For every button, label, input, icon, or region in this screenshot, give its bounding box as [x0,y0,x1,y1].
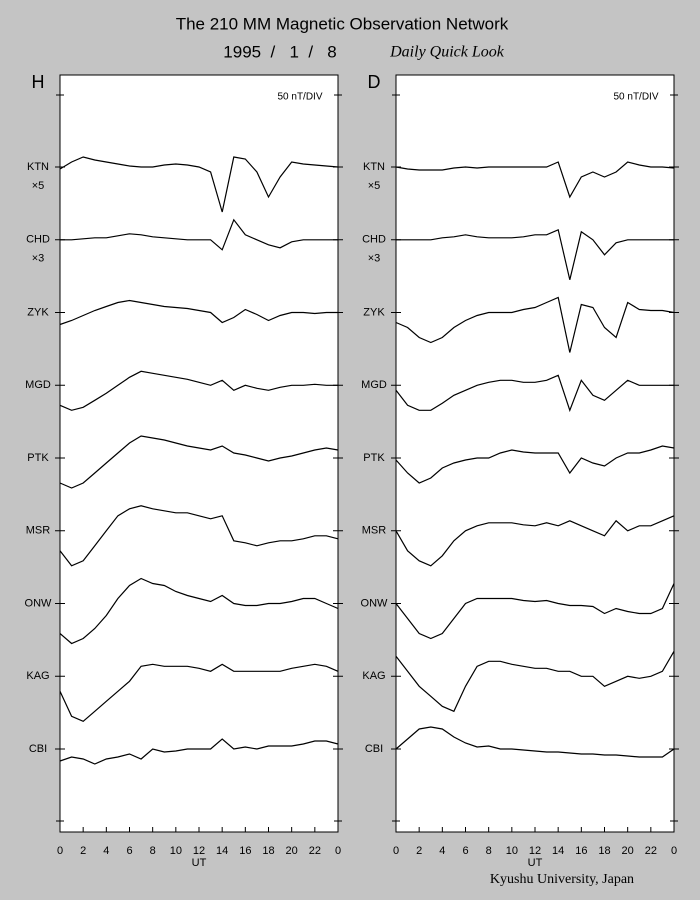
station-label: CHD [26,234,50,246]
x-tick-label: 10 [170,845,182,857]
station-label: CBI [29,743,47,755]
x-tick-label: 8 [486,845,492,857]
x-tick-label: 12 [193,845,205,857]
trace [59,738,339,765]
trace [395,374,674,413]
x-axis-label: UT [528,857,543,869]
trace [395,445,675,484]
x-tick-label: 2 [80,845,86,857]
station-label: KTN [363,161,385,173]
trace [59,577,339,645]
x-tick-label: 0 [393,845,399,857]
trace [59,663,339,722]
scale-label: 50 nT/DIV [277,92,322,103]
station-label: KAG [362,670,385,682]
x-tick-label: 8 [150,845,156,857]
x-tick-label: 6 [462,845,468,857]
multiplier-label: ×5 [368,180,381,192]
station-label: MSR [26,525,51,537]
station-label: PTK [363,452,385,464]
x-tick-label: 22 [309,845,321,857]
station-label: KAG [26,670,49,682]
x-tick-label: 18 [598,845,610,857]
station-label: ZYK [363,306,385,318]
trace [395,583,675,640]
trace [59,370,338,411]
plot-area [59,74,339,833]
station-label: ONW [25,597,53,609]
multiplier-label: ×5 [32,180,45,192]
station-label: KTN [27,161,49,173]
station-label: MSR [362,525,387,537]
x-tick-label: 16 [239,845,251,857]
x-tick-label: 20 [286,845,298,857]
x-tick-label: 6 [126,845,132,857]
x-tick-label: 12 [529,845,541,857]
station-label: MGD [25,379,51,391]
trace [59,299,338,326]
x-tick-label: 4 [103,845,109,857]
x-tick-label: 2 [416,845,422,857]
x-tick-label: 4 [439,845,445,857]
panel-label: D [368,72,381,92]
x-tick-label: 16 [575,845,587,857]
x-tick-label: 0 [57,845,63,857]
x-tick-label: 14 [552,845,564,857]
trace [396,228,674,280]
x-tick-label: 20 [622,845,634,857]
subtitle: Daily Quick Look [389,44,505,61]
trace [59,156,339,213]
trace [395,515,675,567]
trace [59,435,339,489]
station-label: PTK [27,452,49,464]
x-tick-label: 0 [335,845,341,857]
trace [395,296,675,353]
trace [59,505,339,567]
panel-label: H [32,72,45,92]
chart-title: The 210 MM Magnetic Observation Network [176,14,509,33]
trace [395,161,675,199]
trace [395,726,675,758]
date: 1995 / 1 / 8 [223,42,336,61]
x-tick-label: 22 [645,845,657,857]
station-label: MGD [361,379,387,391]
multiplier-label: ×3 [32,253,45,265]
station-label: CBI [365,743,383,755]
trace [395,650,675,713]
multiplier-label: ×3 [368,253,381,265]
station-label: ONW [361,597,389,609]
x-tick-label: 10 [506,845,518,857]
station-label: ZYK [27,306,49,318]
x-tick-label: 0 [671,845,677,857]
station-label: CHD [362,234,386,246]
scale-label: 50 nT/DIV [613,92,658,103]
footer: Kyushu University, Japan [490,872,634,887]
x-tick-label: 14 [216,845,228,857]
x-axis-label: UT [192,857,207,869]
x-tick-label: 18 [262,845,274,857]
trace [60,218,338,251]
